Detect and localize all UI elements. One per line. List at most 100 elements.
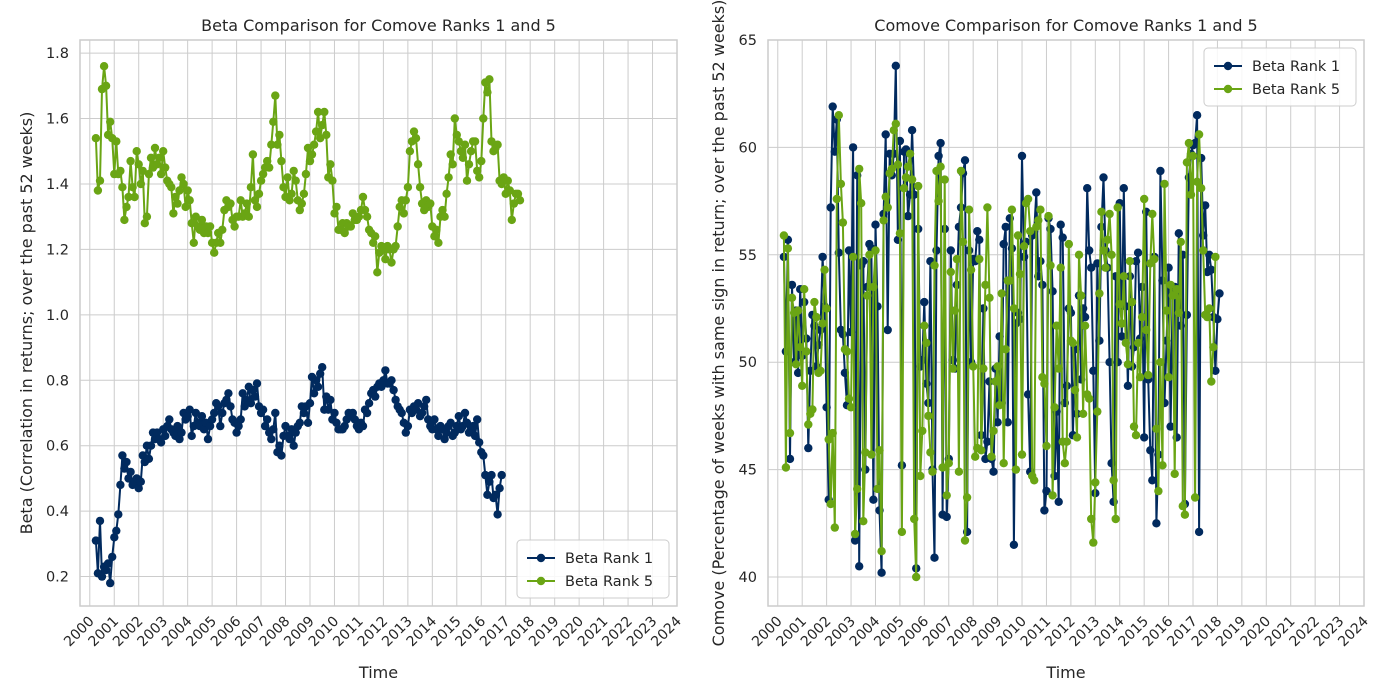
data-point — [1133, 248, 1143, 257]
data-point — [299, 189, 309, 198]
data-point — [987, 452, 996, 461]
data-point — [1211, 366, 1220, 375]
data-point — [103, 559, 113, 568]
data-point — [299, 408, 309, 418]
data-point — [1056, 263, 1065, 272]
data-point — [136, 179, 145, 189]
data-point — [248, 150, 258, 159]
data-point — [438, 205, 447, 215]
data-point — [1199, 246, 1208, 255]
chart-title: Comove Comparison for Comove Ranks 1 and… — [874, 16, 1257, 35]
data-point — [313, 107, 323, 117]
data-point — [1154, 486, 1163, 496]
data-point — [332, 202, 341, 212]
data-point — [818, 319, 827, 328]
data-point — [1095, 289, 1104, 298]
data-point — [785, 454, 795, 464]
data-point — [1119, 272, 1129, 281]
data-point — [918, 426, 927, 436]
data-point — [269, 425, 278, 434]
data-point — [828, 428, 837, 438]
data-point — [493, 140, 502, 149]
data-point — [403, 183, 413, 192]
data-point — [358, 192, 368, 202]
data-point — [401, 196, 410, 205]
data-point — [857, 199, 866, 208]
data-point — [920, 297, 929, 307]
data-point — [1127, 297, 1137, 307]
data-point — [226, 402, 235, 411]
data-point — [836, 179, 846, 189]
data-point — [1058, 233, 1067, 242]
data-point — [798, 381, 807, 390]
data-point — [879, 216, 888, 225]
data-point — [989, 467, 998, 476]
data-point — [1038, 280, 1047, 290]
data-point — [324, 405, 333, 414]
data-point — [150, 143, 160, 153]
data-point — [936, 162, 945, 171]
data-point — [256, 176, 266, 185]
data-point — [1144, 370, 1153, 380]
data-point — [1215, 289, 1224, 298]
data-point — [475, 438, 484, 447]
y-tick-label: 0.2 — [46, 570, 69, 586]
data-point — [269, 117, 278, 127]
chart-panel-2: 2000200120022003200420052006200720082009… — [709, 0, 1372, 682]
data-point — [1036, 205, 1045, 214]
data-point — [1142, 325, 1151, 335]
data-point — [1186, 190, 1196, 199]
data-point — [513, 189, 523, 198]
data-point — [1107, 459, 1116, 468]
data-point — [260, 421, 270, 431]
data-point — [146, 153, 156, 162]
data-point — [470, 137, 480, 146]
data-point — [320, 107, 329, 117]
data-point — [1207, 377, 1216, 386]
data-point — [863, 291, 872, 300]
data-point — [430, 232, 439, 241]
legend: Beta Rank 1 Beta Rank 5 — [516, 539, 670, 599]
x-axis-label: Time — [358, 663, 398, 682]
data-point — [479, 451, 488, 460]
data-point — [1087, 263, 1096, 272]
data-point — [958, 237, 968, 247]
y-tick-label: 1.4 — [46, 177, 69, 193]
data-point — [371, 392, 380, 401]
data-point — [997, 289, 1006, 298]
data-point — [250, 196, 260, 205]
data-point — [905, 149, 915, 158]
data-point — [820, 265, 829, 274]
data-point — [307, 150, 317, 159]
data-point — [318, 120, 327, 130]
data-point — [456, 147, 466, 156]
chart-panel-1: 2000200120022003200420052006200720082009… — [17, 16, 685, 682]
data-point — [440, 212, 449, 221]
data-point — [859, 517, 868, 526]
data-point — [1034, 216, 1043, 225]
data-point — [938, 463, 947, 472]
data-point — [1032, 188, 1041, 197]
data-point — [1121, 338, 1131, 348]
data-point — [1101, 263, 1110, 272]
data-point — [793, 306, 803, 315]
data-point — [940, 175, 949, 184]
legend-label: Beta Rank 5 — [1252, 82, 1340, 98]
data-point — [828, 102, 837, 111]
data-point — [373, 268, 382, 277]
data-point — [473, 166, 482, 176]
data-point — [222, 395, 231, 405]
data-point — [146, 441, 156, 450]
y-tick-label: 50 — [739, 355, 757, 371]
data-point — [224, 389, 233, 398]
data-point — [271, 91, 280, 100]
data-point — [893, 160, 903, 169]
data-point — [289, 441, 298, 450]
data-point — [869, 495, 878, 504]
data-point — [159, 147, 168, 156]
data-point — [348, 408, 357, 418]
series-2 — [91, 61, 525, 277]
data-point — [205, 222, 215, 231]
data-point — [1162, 306, 1171, 315]
